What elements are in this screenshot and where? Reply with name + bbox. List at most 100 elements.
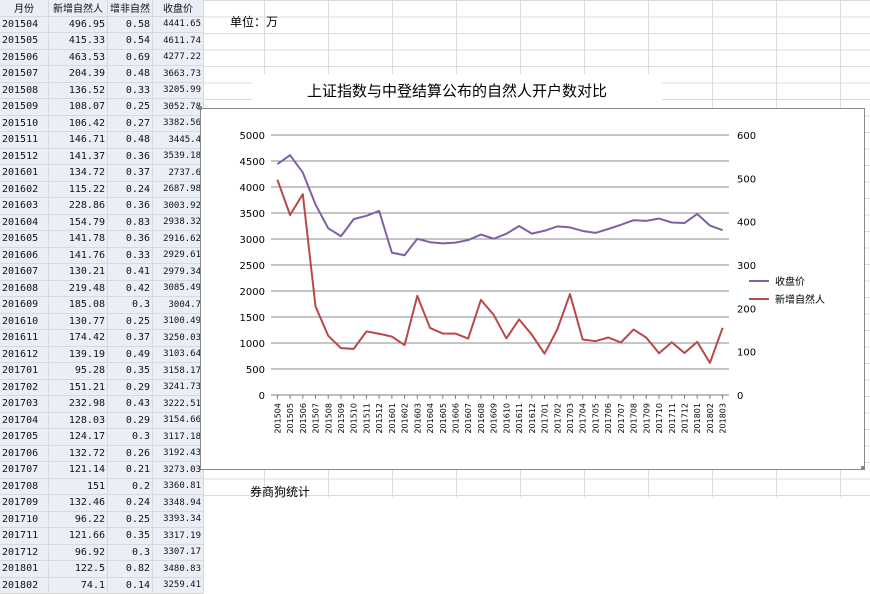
table-cell[interactable]: 3222.51 <box>152 395 204 413</box>
table-cell[interactable]: 136.52 <box>48 82 108 99</box>
table-cell[interactable]: 0.36 <box>107 148 153 165</box>
table-cell[interactable]: 0.35 <box>107 362 153 380</box>
table-cell[interactable]: 3003.92 <box>152 197 204 215</box>
table-cell[interactable]: 108.07 <box>48 98 108 116</box>
table-cell[interactable]: 415.33 <box>48 32 108 50</box>
table-cell[interactable]: 0.2 <box>107 478 153 495</box>
table-cell[interactable]: 201506 <box>0 49 49 66</box>
table-cell[interactable]: 201507 <box>0 65 49 83</box>
table-cell[interactable]: 4611.74 <box>152 32 204 50</box>
table-cell[interactable]: 201710 <box>0 511 49 528</box>
table-cell[interactable]: 2737.6 <box>152 164 204 182</box>
table-cell[interactable]: 0.48 <box>107 65 153 83</box>
table-cell[interactable]: 3360.81 <box>152 478 204 495</box>
table-cell[interactable]: 0.29 <box>107 379 153 396</box>
table-cell[interactable]: 201511 <box>0 131 49 149</box>
table-cell[interactable]: 0.37 <box>107 164 153 182</box>
table-cell[interactable]: 0.69 <box>107 49 153 66</box>
table-cell[interactable]: 95.28 <box>48 362 108 380</box>
table-cell[interactable]: 219.48 <box>48 280 108 297</box>
table-cell[interactable]: 0.25 <box>107 98 153 116</box>
table-cell[interactable]: 141.76 <box>48 247 108 264</box>
resize-handle[interactable] <box>198 106 202 110</box>
table-cell[interactable]: 3539.18 <box>152 148 204 165</box>
table-cell[interactable]: 0.49 <box>107 346 153 363</box>
table-cell[interactable]: 0.26 <box>107 445 153 462</box>
table-cell[interactable]: 201612 <box>0 346 49 363</box>
table-cell[interactable]: 0.58 <box>107 16 153 33</box>
table-cell[interactable]: 3052.78 <box>152 98 204 116</box>
table-cell[interactable]: 3154.66 <box>152 412 204 429</box>
table-cell[interactable]: 0.41 <box>107 263 153 281</box>
table-cell[interactable]: 204.39 <box>48 65 108 83</box>
table-cell[interactable]: 201604 <box>0 214 49 231</box>
table-cell[interactable]: 3117.18 <box>152 428 204 446</box>
table-cell[interactable]: 3382.56 <box>152 115 204 132</box>
table-cell[interactable]: 2938.32 <box>152 214 204 231</box>
table-cell[interactable]: 174.42 <box>48 329 108 347</box>
table-cell[interactable]: 201601 <box>0 164 49 182</box>
table-cell[interactable]: 154.79 <box>48 214 108 231</box>
table-cell[interactable]: 201607 <box>0 263 49 281</box>
table-cell[interactable]: 3317.19 <box>152 527 204 545</box>
table-cell[interactable]: 0.36 <box>107 197 153 215</box>
table-cell[interactable]: 201504 <box>0 16 49 33</box>
table-cell[interactable]: 201609 <box>0 296 49 314</box>
table-cell[interactable]: 3273.03 <box>152 461 204 479</box>
table-cell[interactable]: 201605 <box>0 230 49 248</box>
table-cell[interactable]: 106.42 <box>48 115 108 132</box>
table-cell[interactable]: 201706 <box>0 445 49 462</box>
table-cell[interactable]: 124.17 <box>48 428 108 446</box>
table-cell[interactable]: 0.24 <box>107 181 153 198</box>
table-cell[interactable]: 130.21 <box>48 263 108 281</box>
table-cell[interactable]: 201608 <box>0 280 49 297</box>
table-cell[interactable]: 151.21 <box>48 379 108 396</box>
table-cell[interactable]: 115.22 <box>48 181 108 198</box>
table-cell[interactable]: 0.27 <box>107 115 153 132</box>
chart-area[interactable]: 0 500 1000 1500 2000 2500 3000 3500 4000 4500 5000… <box>200 108 865 470</box>
table-cell[interactable]: 3192.43 <box>152 445 204 462</box>
table-cell[interactable]: 0.54 <box>107 32 153 50</box>
table-cell[interactable]: 130.77 <box>48 313 108 330</box>
table-cell[interactable]: 0.35 <box>107 527 153 545</box>
table-cell[interactable]: 201611 <box>0 329 49 347</box>
table-cell[interactable]: 201701 <box>0 362 49 380</box>
table-cell[interactable]: 3663.73 <box>152 65 204 83</box>
table-cell[interactable]: 2687.98 <box>152 181 204 198</box>
chart-title-box[interactable] <box>252 74 662 108</box>
table-cell[interactable]: 3259.41 <box>152 577 204 594</box>
table-cell[interactable]: 3241.73 <box>152 379 204 396</box>
table-cell[interactable]: 3103.64 <box>152 346 204 363</box>
table-cell[interactable]: 3307.17 <box>152 544 204 561</box>
table-cell[interactable]: 201606 <box>0 247 49 264</box>
table-cell[interactable]: 201603 <box>0 197 49 215</box>
table-cell[interactable]: 228.86 <box>48 197 108 215</box>
table-cell[interactable]: 139.19 <box>48 346 108 363</box>
resize-handle[interactable] <box>861 466 865 470</box>
table-cell[interactable]: 0.3 <box>107 544 153 561</box>
table-cell[interactable]: 增非自然 <box>107 0 153 17</box>
table-cell[interactable]: 3100.49 <box>152 313 204 330</box>
table-cell[interactable]: 151 <box>48 478 108 495</box>
table-cell[interactable]: 201802 <box>0 577 49 594</box>
table-cell[interactable]: 201711 <box>0 527 49 545</box>
table-cell[interactable]: 收盘价 <box>152 0 204 17</box>
table-cell[interactable]: 2916.62 <box>152 230 204 248</box>
table-cell[interactable]: 201702 <box>0 379 49 396</box>
table-cell[interactable]: 132.72 <box>48 445 108 462</box>
table-cell[interactable]: 3085.49 <box>152 280 204 297</box>
table-cell[interactable]: 3158.17 <box>152 362 204 380</box>
table-cell[interactable]: 3393.34 <box>152 511 204 528</box>
table-cell[interactable]: 3205.99 <box>152 82 204 99</box>
table-cell[interactable]: 2929.61 <box>152 247 204 264</box>
table-cell[interactable]: 201505 <box>0 32 49 50</box>
table-cell[interactable]: 月份 <box>0 0 49 17</box>
table-cell[interactable]: 3250.03 <box>152 329 204 347</box>
table-cell[interactable]: 96.92 <box>48 544 108 561</box>
table-cell[interactable]: 185.08 <box>48 296 108 314</box>
table-cell[interactable]: 新增自然人 <box>48 0 108 17</box>
table-cell[interactable]: 3004.7 <box>152 296 204 314</box>
table-cell[interactable]: 74.1 <box>48 577 108 594</box>
table-cell[interactable]: 141.78 <box>48 230 108 248</box>
table-cell[interactable]: 0.33 <box>107 247 153 264</box>
